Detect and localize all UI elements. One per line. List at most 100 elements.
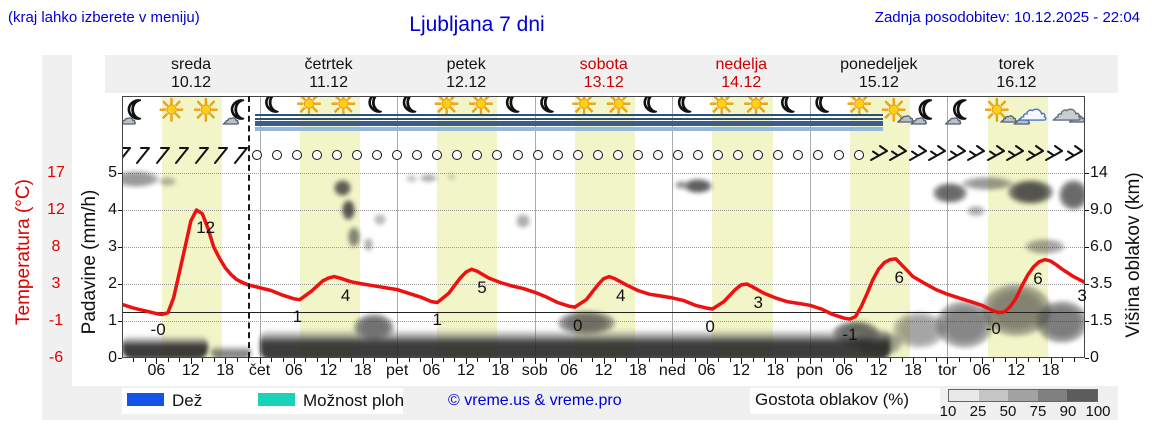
x-tick bbox=[947, 358, 949, 364]
day-name: sreda bbox=[170, 56, 212, 73]
x-tick bbox=[454, 358, 456, 362]
moon-glyph: ☾ bbox=[916, 96, 941, 126]
sun-glyph: ☀ bbox=[983, 96, 1012, 129]
x-tick bbox=[385, 358, 387, 362]
x-hour-label: 06 bbox=[422, 362, 441, 379]
x-tick bbox=[420, 358, 422, 362]
day-name: nedelja bbox=[715, 56, 768, 73]
x-tick bbox=[534, 358, 536, 364]
x-tick bbox=[305, 358, 307, 362]
moon-fog-icon: ☾ bbox=[357, 96, 402, 132]
x-tick bbox=[569, 358, 571, 364]
x-tick bbox=[1039, 358, 1041, 362]
x-tick bbox=[1062, 358, 1064, 362]
y-tick bbox=[118, 358, 122, 359]
calm-wind-icon bbox=[352, 150, 363, 160]
calm-wind-icon bbox=[412, 150, 423, 160]
moon-cloud-icon: ☾ ☁ bbox=[122, 96, 159, 132]
x-tick bbox=[637, 358, 639, 364]
daylight-band bbox=[712, 96, 773, 358]
calm-wind-icon bbox=[632, 150, 643, 160]
x-hour-label: 18 bbox=[766, 362, 785, 379]
sun-fog-icon: ☀ bbox=[736, 96, 781, 132]
x-tick bbox=[293, 358, 295, 364]
precip-tick-label: 2 bbox=[108, 275, 117, 292]
x-tick bbox=[144, 358, 146, 362]
calm-wind-icon bbox=[492, 150, 503, 160]
cloud-blob bbox=[122, 170, 160, 188]
wind-barb-icon bbox=[965, 144, 987, 166]
precip-tick-label: 0 bbox=[108, 349, 117, 366]
calm-wind-icon bbox=[673, 150, 684, 160]
gridline bbox=[122, 210, 1085, 211]
cloud-density-scale-label: 10 bbox=[939, 403, 957, 420]
day-name: ponedeljek bbox=[840, 56, 918, 73]
fog-bars bbox=[667, 114, 712, 132]
sun-glyph: ☀ bbox=[707, 96, 736, 123]
y-tick-right bbox=[1085, 247, 1089, 248]
cloud-glyph: ☁ bbox=[944, 109, 962, 129]
cloud-blob bbox=[448, 173, 456, 180]
fog-bars bbox=[529, 114, 574, 132]
cloud-glyph: ☁ bbox=[122, 109, 137, 129]
x-hour-label: 18 bbox=[1041, 362, 1060, 379]
temperature-curve-layer bbox=[122, 208, 1085, 321]
moon-glyph: ☾ bbox=[676, 96, 701, 119]
x-tick bbox=[282, 358, 284, 362]
x-tick bbox=[752, 358, 754, 362]
sun-fog-icon: ☀ bbox=[598, 96, 643, 132]
cloud-blob bbox=[892, 311, 945, 349]
moon-glyph: ☾ bbox=[125, 96, 150, 126]
x-day-label: pet bbox=[386, 362, 409, 379]
cloud-grey-icon: ☁ ☁ bbox=[1048, 96, 1085, 132]
x-tick bbox=[557, 358, 559, 362]
cloud-axis-label: Višina oblakov (km) bbox=[1123, 172, 1144, 338]
x-tick bbox=[672, 358, 674, 364]
cloud-blob bbox=[1059, 180, 1085, 210]
x-tick bbox=[718, 358, 720, 362]
fog-bars bbox=[426, 114, 471, 132]
day-date: 15.12 bbox=[858, 74, 899, 91]
x-tick bbox=[935, 358, 937, 362]
last-update: Zadnja posodobitev: 10.12.2025 - 22:04 bbox=[874, 9, 1140, 26]
x-hour-label: 06 bbox=[285, 362, 303, 379]
x-day-label: sob bbox=[521, 362, 548, 379]
moon-fog-icon: ☾ bbox=[495, 96, 540, 132]
cloud-blob bbox=[348, 227, 360, 247]
fog-bars bbox=[254, 114, 299, 132]
cloud-blob bbox=[373, 214, 387, 226]
cloud-glyph: ☁ bbox=[1017, 96, 1048, 128]
x-tick bbox=[488, 358, 490, 362]
temp-axis-label: Temperatura (°C) bbox=[13, 179, 34, 325]
x-tick bbox=[1073, 358, 1075, 362]
cloud-density-scale-label: 100 bbox=[1085, 403, 1111, 420]
day-date: 10.12 bbox=[170, 74, 212, 91]
x-tick bbox=[523, 358, 525, 362]
x-day-label: pon bbox=[796, 362, 824, 379]
calm-wind-icon bbox=[733, 150, 744, 160]
legend-gradient-segment bbox=[949, 390, 979, 401]
x-hour-label: 18 bbox=[491, 362, 510, 379]
x-tick bbox=[706, 358, 708, 364]
legend-gradient-segment bbox=[978, 390, 1009, 401]
sun-fog-icon: ☀ bbox=[701, 96, 746, 132]
moon-fog-icon: ☾ bbox=[667, 96, 712, 132]
x-tick bbox=[1004, 358, 1006, 362]
legend-gradient-segment bbox=[1008, 390, 1038, 401]
calm-wind-icon bbox=[392, 150, 403, 160]
precip-tick-label: 1 bbox=[108, 312, 117, 329]
cloud-blob bbox=[933, 183, 968, 203]
x-hour-label: 12 bbox=[1007, 362, 1026, 379]
calm-wind-icon bbox=[372, 150, 383, 160]
cloud-blob bbox=[405, 174, 418, 182]
sun-cloud-icon: ☀ ☁ bbox=[876, 96, 916, 132]
calm-wind-icon bbox=[432, 150, 443, 160]
daylight-band bbox=[437, 96, 498, 358]
moon-glyph: ☾ bbox=[641, 96, 666, 119]
x-tick bbox=[970, 358, 972, 362]
wind-barb-icon bbox=[868, 144, 890, 166]
cloud-glyph: ☁ bbox=[222, 109, 240, 129]
y-tick-right bbox=[1085, 173, 1089, 174]
x-tick bbox=[890, 358, 892, 362]
cloud-glyph: ☁ bbox=[910, 109, 928, 129]
